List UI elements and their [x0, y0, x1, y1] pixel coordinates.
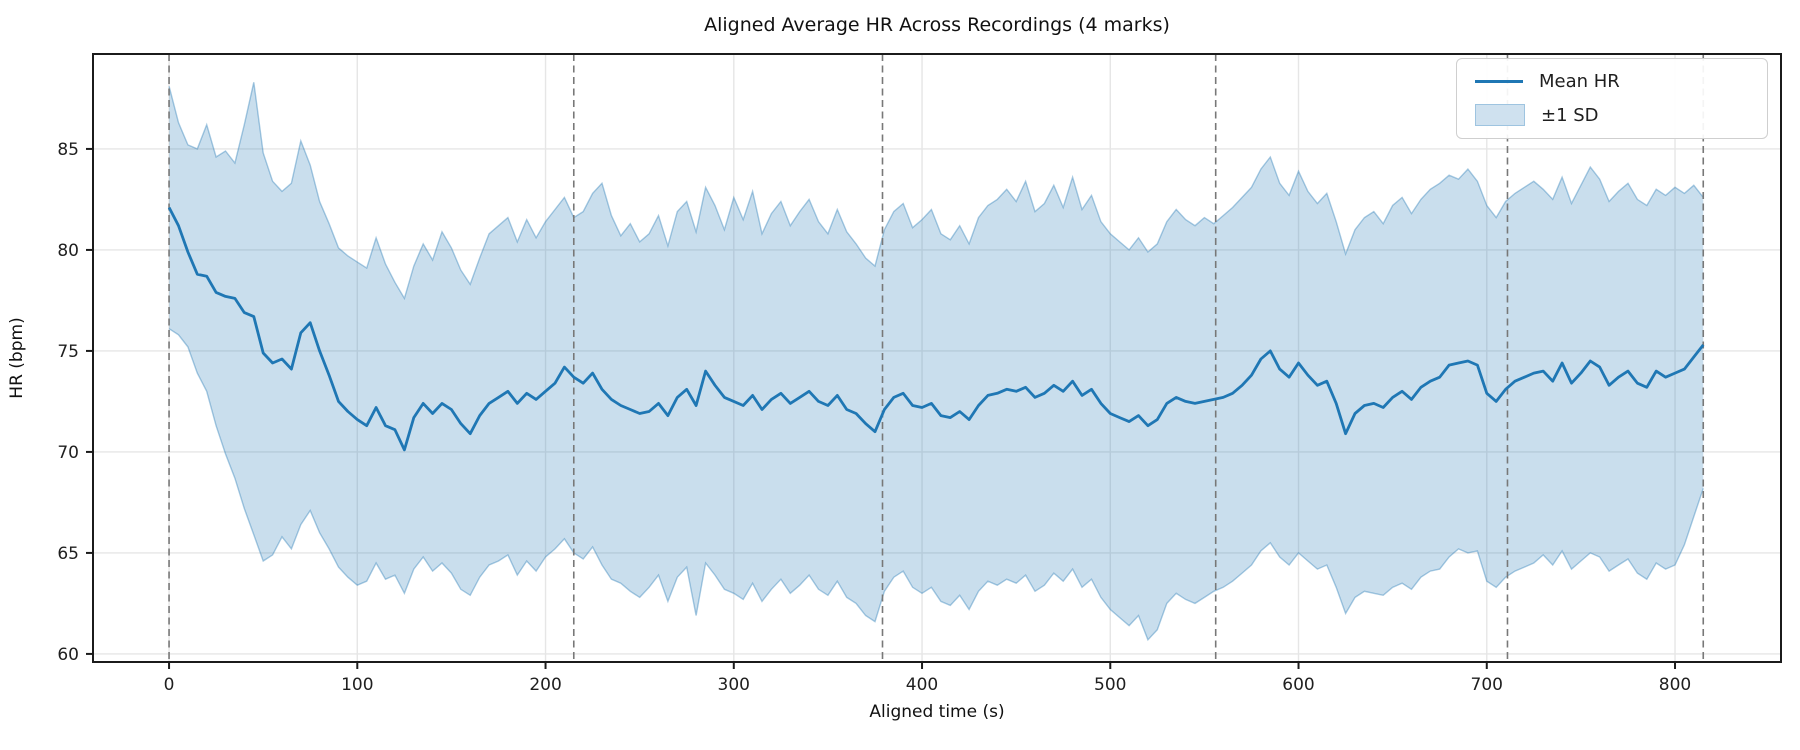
mean-hr-line: [167, 206, 1705, 452]
x-tick-label: 100: [341, 675, 373, 695]
legend-label-mean-hr: Mean HR: [1539, 71, 1620, 92]
x-axis-label: Aligned time (s): [869, 702, 1005, 722]
x-tick-label: 700: [1471, 675, 1503, 695]
y-tick-label: 65: [57, 544, 79, 564]
sd-band-upper-edge: [168, 82, 1704, 301]
mean-line-swatch: [1475, 80, 1523, 83]
y-tick-label: 75: [57, 342, 79, 362]
legend-item-mean-hr: Mean HR: [1475, 71, 1749, 92]
sd-band: [168, 82, 1704, 642]
chart-title: Aligned Average HR Across Recordings (4 …: [704, 14, 1170, 36]
y-axis-label: HR (bpm): [7, 317, 27, 399]
x-tick-label: 200: [529, 675, 561, 695]
x-tick-label: 0: [164, 675, 175, 695]
x-tick-label: 800: [1659, 675, 1691, 695]
axes-frame: [92, 53, 1782, 663]
legend-label-sd-band: ±1 SD: [1541, 104, 1599, 126]
legend-item-sd-band: ±1 SD: [1475, 104, 1749, 126]
x-tick-label: 400: [906, 675, 938, 695]
axes-spines: [92, 53, 1782, 663]
x-tick-label: 500: [1094, 675, 1126, 695]
y-tick-label: 80: [57, 241, 79, 261]
legend: Mean HR ±1 SD: [1456, 58, 1768, 139]
mark-vlines: [168, 54, 1705, 662]
y-ticks: 60 65 70 75 80 85: [57, 140, 93, 665]
y-tick-label: 70: [57, 443, 79, 463]
mean-line: [167, 206, 1705, 452]
y-tick-label: 85: [57, 140, 79, 160]
y-tick-label: 60: [57, 645, 79, 665]
grid-lines: [93, 54, 1781, 662]
x-ticks: 0 100 200 300 400 500 600 700 800: [164, 662, 1691, 695]
sd-band-swatch: [1475, 104, 1525, 126]
x-tick-label: 600: [1282, 675, 1314, 695]
sd-band-fill: [169, 82, 1704, 640]
sd-band-lower-edge: [168, 328, 1704, 642]
x-tick-label: 300: [718, 675, 750, 695]
